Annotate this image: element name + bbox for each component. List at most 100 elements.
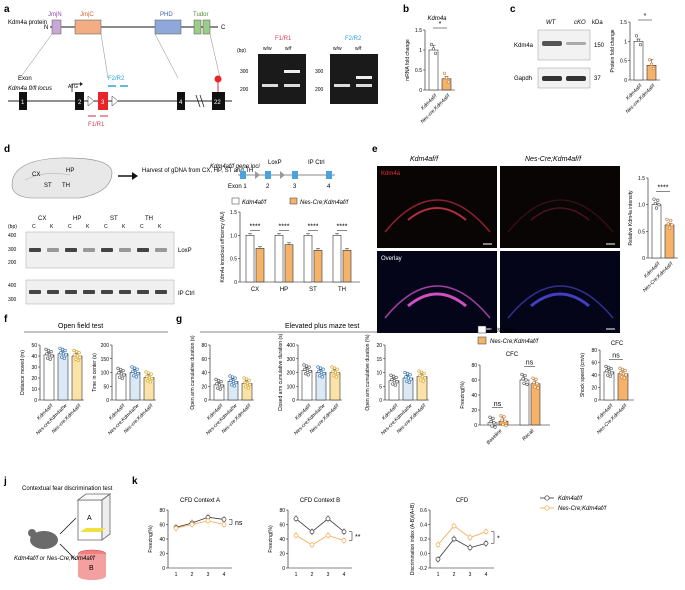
chart-k1-title: CFD Context A: [180, 498, 220, 504]
chart-b-ytick-0: 0: [419, 88, 422, 94]
gel-lane-k-1: K: [50, 224, 54, 230]
chart-h-1-sig: ns: [526, 360, 534, 367]
e-overlay-label: Overlay: [381, 256, 402, 262]
chart-k3-ytick-3: 0.4: [420, 523, 427, 529]
band-loxp-5: [119, 248, 131, 252]
brain-hp: HP: [66, 168, 74, 174]
chart-f1-ytick-5: 50: [31, 343, 37, 349]
gel-d-300b: 300: [8, 297, 17, 303]
chart-f1-ytick-0: 0: [34, 398, 37, 404]
gel-f1r1-300: 300: [240, 69, 249, 75]
chart-f2-ytick-3: 150: [101, 357, 110, 363]
chart-i-ytick-3: 60: [591, 361, 597, 367]
chart-k1-xtick-3: 4: [223, 572, 226, 578]
chart-g1-ytick-4: 80: [201, 343, 207, 349]
domain-label-jmjn: JmjN: [48, 12, 62, 18]
domain-tudor-1: [193, 19, 202, 35]
atg-label: ATG: [68, 84, 78, 90]
chart-h-ylabel: Freezing(%): [460, 381, 466, 409]
band-loxp-6: [137, 248, 149, 252]
chart-b-bar-0: [428, 49, 439, 91]
blot-row-kdm4a: Kdm4a: [514, 43, 534, 49]
chart-g1-ytick-0: 0: [204, 398, 207, 404]
chart-k3-point-0-0: [435, 556, 441, 562]
chart-f1-ytick-1: 10: [31, 387, 37, 393]
band-loxp-7: [155, 248, 167, 252]
chart-k1-ytick-3: 60: [159, 523, 165, 529]
chart-d-hp-bar-1: [284, 244, 294, 283]
panel-e-images: Kdm4af/f Nes-Cre;Kdm4af/f Kdm4a Overlay: [377, 156, 620, 333]
chart-d-cx-bar-0: [245, 235, 255, 283]
band-ipctrl-0: [29, 290, 41, 294]
domain-jmjc: [74, 19, 102, 35]
chart-k2-ytick-2: 40: [279, 537, 285, 543]
chart-c-bar-0: [633, 41, 644, 81]
band-ipctrl-6: [137, 290, 149, 294]
chart-d-xtick-2: ST: [309, 287, 317, 293]
band-loxp-4: [101, 248, 113, 252]
gel-d-400a: 400: [8, 233, 17, 239]
gel-f1r1: [258, 54, 306, 104]
chart-b-ylabel: mRNA fold change: [405, 39, 411, 81]
chart-k2-point-0-1: [309, 529, 315, 535]
chart-k1-line-1: [175, 520, 225, 529]
chart-k1-xtick-1: 2: [191, 572, 194, 578]
ipctrl-label: IP Ctrl: [308, 160, 325, 166]
chart-h-ytick-0: 0: [474, 423, 477, 429]
chart-b-ytick-2: 1: [419, 48, 422, 54]
chart-k2-point-0-2: [325, 516, 331, 522]
chart-k1-xtick-0: 1: [175, 572, 178, 578]
domain-label-phd: PHD: [160, 12, 173, 18]
chart-k3-point-0-3: [483, 540, 489, 546]
chart-e-ytick-0: 0: [642, 256, 645, 262]
panel-d-schematic: CX HP ST TH Harvest of gDNA from CX, HP,…: [8, 157, 349, 305]
exon-22-label: 22: [214, 100, 221, 106]
band-loxp-1: [47, 248, 59, 252]
exon-1: [19, 92, 27, 110]
chart-e-ytick-3: 1.5: [638, 176, 645, 182]
chart-b-title: Kdm4a: [427, 16, 447, 22]
chart-f1-bar-1: [57, 353, 69, 401]
chart-e-ytick-2: 1.0: [638, 203, 645, 209]
chart-k2-xtick-0: 1: [295, 572, 298, 578]
gel-cx: CX: [38, 216, 46, 222]
chart-k2-ylabel: Freezing(%): [268, 525, 274, 553]
gel-d-400b: 400: [8, 283, 17, 289]
gel-lane-c-4: C: [104, 224, 108, 230]
chart-k1-point-1-0: [173, 525, 179, 531]
chart-h-title: CFC: [506, 352, 519, 358]
context-b-label: B: [89, 565, 94, 572]
panel-label-f: f: [4, 314, 8, 325]
exon-2: [75, 92, 84, 110]
chart-k1-ytick-1: 20: [159, 552, 165, 558]
gel-f2r2-lane2: w/f: [355, 46, 362, 52]
loxp-1: [87, 95, 95, 107]
chart-g3-ytick-1: 5: [379, 384, 382, 390]
blot-wt: WT: [546, 20, 557, 26]
chart-k3-title: CFD: [456, 498, 469, 504]
e-kdm4a-label: Kdm4a: [381, 171, 401, 177]
chart-d-2-sig: ****: [308, 224, 319, 231]
gel-f2r2-200: 200: [315, 87, 324, 93]
exon-4: [177, 92, 185, 110]
chart-f2-ytick-1: 50: [103, 384, 109, 390]
loxp-2: [111, 95, 119, 107]
domain-label-tudor: Tudor: [193, 12, 208, 18]
band-ipctrl-5: [119, 290, 131, 294]
gel-label-ipctrl: IP Ctrl: [178, 291, 195, 297]
chart-k3-xtick-1: 2: [453, 572, 456, 578]
domain-tudor-2: [202, 19, 211, 35]
c-terminus: C: [221, 25, 226, 31]
chart-b-bar-1: [441, 78, 452, 91]
brain-cx: CX: [32, 172, 40, 178]
loxp-label: LoxP: [268, 160, 282, 166]
g-title: Elevated plus maze test: [285, 323, 359, 330]
chart-k2-point-1-3: [341, 538, 347, 543]
chart-k3-point-1-2: [467, 535, 473, 540]
gel-f1r1-lane2: w/f: [285, 46, 292, 52]
chart-f1-bar-2: [71, 355, 83, 401]
chart-h-ytick-2: 40: [471, 393, 477, 399]
gel-f2r2-lane1: w/w: [333, 46, 342, 52]
chart-d-3-sig: ****: [337, 224, 348, 231]
